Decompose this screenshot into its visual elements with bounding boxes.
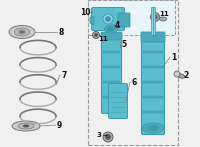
Bar bbox=[151, 7, 155, 35]
Circle shape bbox=[151, 12, 160, 21]
FancyBboxPatch shape bbox=[118, 13, 130, 27]
FancyBboxPatch shape bbox=[92, 7, 124, 30]
Circle shape bbox=[94, 33, 98, 37]
Ellipse shape bbox=[15, 28, 30, 36]
FancyBboxPatch shape bbox=[142, 34, 164, 135]
FancyBboxPatch shape bbox=[109, 83, 128, 118]
Circle shape bbox=[106, 16, 111, 21]
Text: 8: 8 bbox=[58, 27, 63, 36]
Bar bbox=[143, 51, 163, 53]
Bar bbox=[143, 66, 163, 68]
Text: 11: 11 bbox=[98, 36, 108, 42]
Ellipse shape bbox=[21, 31, 24, 33]
Circle shape bbox=[92, 31, 100, 39]
Text: 4: 4 bbox=[115, 20, 120, 30]
Bar bbox=[143, 96, 163, 98]
Text: 9: 9 bbox=[57, 121, 62, 130]
Ellipse shape bbox=[177, 74, 185, 78]
Ellipse shape bbox=[23, 125, 29, 127]
Text: 6: 6 bbox=[131, 77, 136, 86]
Circle shape bbox=[174, 71, 180, 77]
Ellipse shape bbox=[160, 17, 166, 21]
Bar bbox=[103, 51, 120, 53]
Text: →: → bbox=[103, 132, 108, 137]
Ellipse shape bbox=[108, 27, 115, 31]
Text: 10: 10 bbox=[80, 7, 91, 16]
FancyBboxPatch shape bbox=[101, 32, 122, 40]
Text: 3: 3 bbox=[96, 132, 101, 138]
Text: 11: 11 bbox=[159, 11, 169, 17]
Ellipse shape bbox=[18, 123, 34, 129]
Ellipse shape bbox=[9, 25, 35, 39]
FancyBboxPatch shape bbox=[141, 32, 165, 42]
Text: 2: 2 bbox=[183, 71, 188, 80]
Bar bbox=[103, 66, 120, 68]
Text: 1: 1 bbox=[171, 52, 176, 61]
Bar bbox=[143, 111, 163, 113]
Ellipse shape bbox=[12, 121, 40, 131]
Bar bbox=[103, 81, 120, 83]
Polygon shape bbox=[90, 17, 94, 25]
Ellipse shape bbox=[148, 126, 158, 131]
FancyBboxPatch shape bbox=[102, 34, 122, 113]
Circle shape bbox=[103, 14, 113, 24]
Text: 7: 7 bbox=[61, 71, 66, 80]
Polygon shape bbox=[88, 0, 175, 35]
Circle shape bbox=[103, 132, 113, 142]
Bar bbox=[143, 81, 163, 83]
Text: 5: 5 bbox=[121, 40, 126, 49]
Ellipse shape bbox=[105, 25, 118, 33]
Ellipse shape bbox=[142, 123, 164, 133]
Circle shape bbox=[153, 15, 157, 19]
Circle shape bbox=[106, 135, 111, 140]
Bar bbox=[103, 96, 120, 98]
Ellipse shape bbox=[101, 34, 107, 38]
Ellipse shape bbox=[19, 30, 26, 34]
